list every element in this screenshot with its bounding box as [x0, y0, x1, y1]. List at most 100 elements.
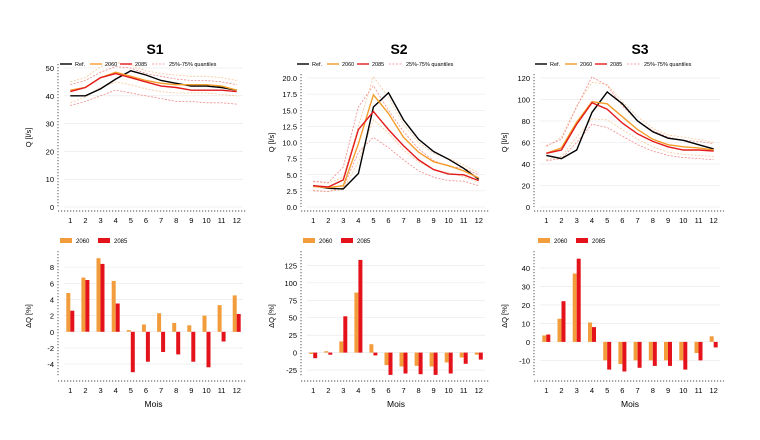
ds1-bar-y2085-2 [85, 280, 90, 332]
ds1-bar-y2060-10 [202, 315, 207, 332]
ds3-bar-y2085-8 [652, 341, 657, 366]
ds1-xtick-label-2: 2 [83, 386, 87, 395]
s2-band-y2085-lo [313, 136, 479, 192]
ds1-xtick-label-8: 8 [174, 386, 178, 395]
ds2-bar-y2085-12 [478, 352, 483, 360]
ds2-bar-y2085-9 [433, 352, 438, 375]
s3-xtick-label-10: 10 [679, 216, 687, 225]
s3-xtick-label-11: 11 [695, 216, 703, 225]
s2-band-y2060-hi [313, 75, 479, 184]
ds3-xtick-label-2: 2 [559, 386, 563, 395]
ds1-bar-y2085-9 [191, 331, 196, 362]
ds1-xlabel: Mois [145, 399, 163, 409]
ds1-bar-y2085-3 [100, 263, 105, 332]
s2-xtick-label-1: 1 [311, 216, 315, 225]
s3-line-ref [546, 91, 714, 160]
ds1-bar-y2085-1 [70, 310, 75, 332]
ds1-legend-swatch-y2060 [60, 238, 72, 243]
s3-xtick-label-9: 9 [666, 216, 670, 225]
ds3-bar-y2060-10 [679, 341, 684, 361]
chart-title-s1: S1 [146, 41, 164, 57]
ds2-bar-y2060-9 [429, 352, 434, 367]
s3-band-y2085-hi [546, 76, 714, 147]
s1-xtick-label-8: 8 [174, 216, 178, 225]
ds3-legend-label-y2085: 2085 [592, 239, 606, 245]
ds3-bar-y2085-9 [668, 341, 672, 366]
ds3-xtick-label-11: 11 [695, 386, 703, 395]
s3-legend-label-ref: Ref. [550, 62, 561, 68]
ds2-ylabel: ΔQ [%] [267, 304, 276, 328]
s3-xtick-label-7: 7 [636, 216, 640, 225]
s2-ytick-label-4: 10.0 [282, 139, 297, 148]
s2-legend-label-quantiles: 25%-75% quantiles [406, 62, 454, 68]
ds1-bar-y2085-5 [130, 331, 135, 373]
ds1-bar-y2060-3 [96, 258, 101, 332]
ds2-bar-y2085-3 [343, 316, 348, 353]
s1-ytick-label-0: 0 [50, 203, 54, 212]
ds1-legend-label-y2060: 2060 [76, 239, 90, 245]
s1-xtick-label-2: 2 [83, 216, 87, 225]
ds1-ytick-label-1: -2 [47, 344, 54, 353]
s3-line-y2085 [546, 101, 714, 154]
ds1-ytick-label-2: 0 [50, 328, 54, 337]
ds2-bar-y2085-10 [448, 352, 453, 374]
s3-band-y2060-hi [546, 81, 714, 148]
ds2-ytick-label-4: 75 [289, 296, 297, 305]
ds3-bar-y2060-3 [572, 273, 577, 342]
ds3-bar-y2060-11 [694, 341, 699, 353]
ds2-bar-y2060-1 [309, 352, 314, 354]
s1-legend-label-y2085: 2085 [135, 62, 147, 68]
s3-ytick-label-3: 60 [522, 139, 530, 148]
ds3-xtick-label-1: 1 [544, 386, 548, 395]
ds1-bar-y2085-8 [176, 331, 181, 355]
s1-line-ref [70, 70, 237, 97]
s2-xtick-label-9: 9 [432, 216, 436, 225]
ds2-xtick-label-4: 4 [356, 386, 360, 395]
ds3-xtick-label-9: 9 [666, 386, 670, 395]
ds3-bar-y2085-1 [546, 334, 551, 342]
s1-ytick-label-1: 10 [46, 175, 54, 184]
ds1-ytick-label-5: 6 [50, 279, 54, 288]
ds2-xtick-label-8: 8 [416, 386, 420, 395]
s1-legend-label-y2060: 2060 [105, 62, 117, 68]
ds1-ytick-label-0: -4 [47, 360, 54, 369]
ds1-bar-y2085-4 [115, 303, 120, 332]
ds3-ytick-label-3: 20 [522, 301, 530, 310]
s2-ytick-label-3: 7.5 [287, 155, 297, 164]
s1-band-y2085-lo [70, 89, 237, 106]
ds2-bar-y2060-12 [474, 352, 479, 355]
ds1-xtick-label-7: 7 [159, 386, 163, 395]
ds3-bar-y2060-2 [557, 318, 562, 342]
ds3-xtick-label-8: 8 [651, 386, 655, 395]
ds3-xtick-label-10: 10 [679, 386, 687, 395]
ds1-legend-label-y2085: 2085 [114, 239, 128, 245]
ds2-bar-y2085-5 [373, 352, 378, 356]
s2-line-ref [313, 91, 480, 190]
s2-ytick-label-8: 20.0 [282, 74, 297, 83]
ds2-xlabel: Mois [387, 399, 405, 409]
ds1-xtick-label-1: 1 [68, 386, 72, 395]
s1-xtick-label-11: 11 [218, 216, 226, 225]
ds2-xtick-label-6: 6 [386, 386, 390, 395]
s1-band-y2085-hi [70, 66, 237, 86]
ds3-bar-y2085-6 [622, 341, 627, 372]
ds1-bar-y2060-2 [81, 277, 86, 332]
s1-legend-label-quantiles: 25%-75% quantiles [169, 62, 217, 68]
ds1-bar-y2060-11 [217, 305, 222, 332]
ds3-xtick-label-5: 5 [605, 386, 609, 395]
ds2-ytick-label-0: -25 [286, 366, 297, 375]
ds2-xtick-label-10: 10 [444, 386, 452, 395]
s3-ytick-label-5: 100 [517, 96, 530, 105]
ds1-bar-y2085-12 [236, 314, 241, 332]
ds2-bar-y2060-8 [414, 352, 419, 366]
s1-band-y2060-lo [70, 81, 237, 104]
ds1-xtick-label-12: 12 [233, 386, 241, 395]
s2-xtick-label-5: 5 [371, 216, 375, 225]
ds3-xtick-label-12: 12 [710, 386, 718, 395]
s1-xtick-label-7: 7 [159, 216, 163, 225]
ds3-bar-y2060-12 [709, 336, 714, 342]
ds1-ylabel: ΔQ [%] [24, 304, 33, 328]
s2-xtick-label-4: 4 [356, 216, 360, 225]
s3-ylabel: Q [l/s] [500, 133, 509, 153]
